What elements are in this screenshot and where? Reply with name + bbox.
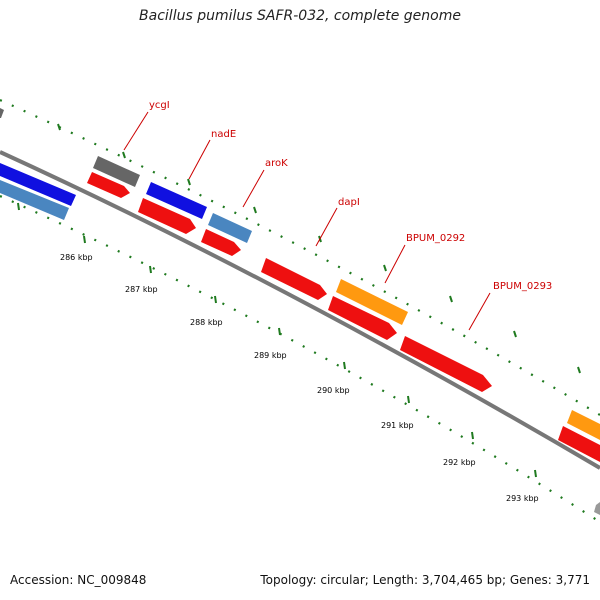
gene-block-red[interactable]: [328, 296, 397, 340]
kbp-label: 287 kbp: [125, 285, 158, 294]
kbp-label: 289 kbp: [254, 351, 287, 360]
outer-major-ticks: [57, 123, 581, 374]
gene-block-partial[interactable]: [0, 108, 4, 118]
gene-dapI[interactable]: [261, 258, 327, 300]
kbp-label: 288 kbp: [190, 318, 223, 327]
gene-label-BPUM-0293: BPUM_0293: [493, 281, 552, 292]
gene-block-red[interactable]: [201, 229, 241, 256]
inner-major-ticks: [17, 202, 537, 478]
gene-aroK[interactable]: [208, 213, 252, 243]
inner-tick-track: [0, 194, 600, 523]
map-title: Bacillus pumilus SAFR-032, complete geno…: [139, 8, 461, 24]
gene-block-partial[interactable]: [594, 502, 600, 515]
gene-label-ycgI: ycgI: [149, 100, 170, 111]
gene-block-blue[interactable]: [0, 163, 76, 206]
gene-nadE[interactable]: [146, 182, 207, 219]
gene-BPUM-0292[interactable]: [336, 279, 408, 325]
gene-block-red[interactable]: [558, 426, 600, 462]
topology-label: Topology: circular; Length: 3,704,465 bp…: [260, 573, 590, 587]
kbp-label: 293 kbp: [506, 494, 539, 503]
kbp-label: 286 kbp: [60, 253, 93, 262]
kbp-label: 292 kbp: [443, 458, 476, 467]
gene-block-steelblue[interactable]: [0, 180, 69, 220]
genome-backbone: [0, 150, 600, 470]
gene-label-dapI: dapI: [338, 197, 360, 208]
gene-BPUM-0293[interactable]: [400, 336, 492, 392]
gene-ycgI[interactable]: [93, 156, 140, 187]
gene-block-red[interactable]: [138, 198, 196, 234]
kbp-label: 290 kbp: [317, 386, 350, 395]
gene-label-aroK: aroK: [265, 158, 288, 169]
kbp-label: 291 kbp: [381, 421, 414, 430]
gene-block-orange[interactable]: [567, 410, 600, 440]
gene-label-BPUM-0292: BPUM_0292: [406, 233, 465, 244]
accession-label: Accession: NC_009848: [10, 573, 147, 587]
gene-label-lines: [123, 111, 491, 331]
gene-block-red[interactable]: [87, 172, 130, 198]
gene-label-nadE: nadE: [211, 129, 236, 140]
